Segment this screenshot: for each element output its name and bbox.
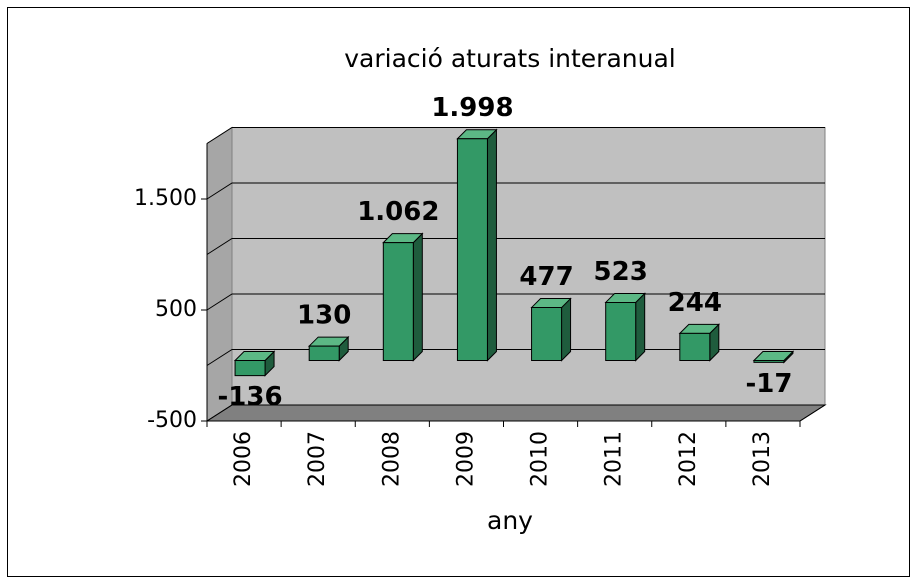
data-label: 1.062 bbox=[357, 197, 439, 227]
bar bbox=[456, 128, 498, 362]
grid-line bbox=[206, 182, 825, 200]
data-label: -17 bbox=[745, 369, 792, 399]
bar bbox=[530, 297, 572, 362]
grid-line bbox=[206, 404, 825, 422]
bar-side bbox=[561, 297, 572, 362]
data-label: 244 bbox=[668, 288, 722, 318]
y-tick-label: 500 bbox=[155, 297, 197, 322]
bar-side bbox=[635, 292, 646, 362]
bar-front bbox=[308, 345, 340, 361]
bar-front bbox=[382, 242, 414, 361]
grid-line bbox=[206, 127, 825, 144]
bar-front bbox=[605, 301, 637, 361]
bar-front bbox=[531, 307, 563, 361]
x-tick-label: 2010 bbox=[528, 431, 553, 487]
bar bbox=[752, 350, 795, 364]
side-wall bbox=[206, 126, 233, 422]
bar-side bbox=[486, 128, 497, 362]
bar bbox=[382, 232, 424, 362]
x-axis-title: any bbox=[487, 506, 533, 535]
x-tick-label: 2006 bbox=[231, 431, 256, 487]
data-label: 523 bbox=[594, 257, 648, 287]
bar-side bbox=[412, 232, 423, 362]
bar-front bbox=[753, 360, 785, 363]
bar bbox=[307, 335, 350, 362]
x-tick-label: 2009 bbox=[453, 431, 478, 487]
bar bbox=[233, 350, 276, 377]
bar-front bbox=[679, 332, 711, 361]
bar bbox=[604, 292, 646, 362]
chart-title: variació aturats interanual bbox=[344, 44, 675, 73]
x-tick-label: 2007 bbox=[305, 431, 330, 487]
data-label: -136 bbox=[218, 382, 283, 412]
y-tick-label: -500 bbox=[147, 408, 197, 433]
grid-line bbox=[206, 238, 825, 255]
data-label: 130 bbox=[297, 301, 351, 331]
data-label: 1.998 bbox=[431, 93, 513, 123]
bar bbox=[678, 323, 721, 362]
x-tick-label: 2012 bbox=[676, 431, 701, 487]
bar-front bbox=[234, 360, 266, 377]
x-tick-label: 2013 bbox=[750, 431, 775, 487]
x-tick-label: 2011 bbox=[602, 431, 627, 487]
x-axis-edge bbox=[799, 404, 826, 422]
data-label: 477 bbox=[519, 262, 573, 292]
x-tick-label: 2008 bbox=[379, 431, 404, 487]
floor bbox=[205, 404, 827, 422]
bar-front bbox=[456, 138, 488, 361]
y-tick-label: 1.500 bbox=[134, 186, 197, 211]
